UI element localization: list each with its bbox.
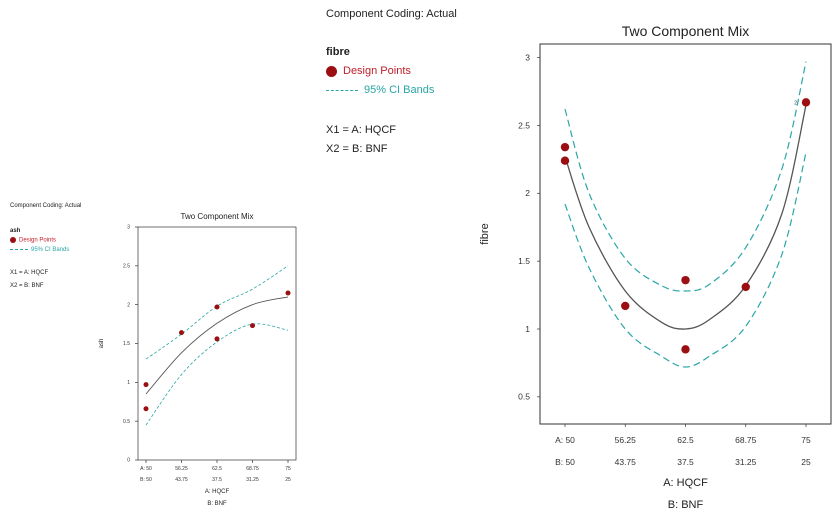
fibre-x-tick-label-b: B: 50: [555, 457, 575, 467]
ash-x-tick-label-b: 25: [285, 477, 291, 483]
fibre-design-point: [741, 282, 750, 292]
large-response-label: fibre: [326, 46, 350, 58]
fibre-chart-title: Two Component Mix: [622, 23, 750, 39]
fibre-y-tick-label: 3: [525, 52, 530, 62]
ash-design-point: [250, 323, 255, 329]
fibre-x-axis-label-2: B: BNF: [668, 499, 704, 511]
small-legend-ci-label: 95% CI Bands: [31, 247, 70, 253]
ash-ci-upper-band: [145, 265, 289, 360]
ash-x-tick-label-a: 62.5: [212, 466, 222, 472]
fibre-point-label: 2: [794, 100, 797, 106]
fibre-design-point: [681, 345, 690, 354]
fibre-design-point: [681, 275, 690, 285]
small-coding-label: Component Coding: Actual: [10, 203, 82, 209]
fibre-y-tick-label: 1.5: [518, 256, 530, 266]
ash-y-tick-label: 2: [127, 302, 130, 308]
large-x2-label: X2 = B: BNF: [326, 143, 388, 155]
large-legend-design-points: Design Points: [326, 65, 411, 77]
ash-y-tick-label: 3: [127, 225, 130, 231]
small-legend-design-points: Design Points: [10, 237, 56, 244]
small-legend-ci: 95% CI Bands: [10, 247, 69, 253]
fibre-ci-lower-band: [564, 152, 807, 368]
fibre-x-tick-label-a: 68.75: [735, 435, 757, 445]
large-x1-label: X1 = A: HQCF: [326, 124, 396, 136]
ash-x-tick-label-b: 31.25: [246, 477, 259, 483]
fibre-y-tick-label: 1: [525, 324, 530, 334]
ash-chart-title: Two Component Mix: [181, 212, 254, 221]
ash-design-point: [179, 330, 184, 336]
ash-x-tick-label-b: 37.5: [212, 477, 222, 483]
fibre-x-tick-label-b: 37.5: [677, 457, 694, 467]
large-legend-ci-label: 95% CI Bands: [364, 84, 435, 96]
ash-y-tick-label: 0: [127, 458, 130, 464]
large-legend-design-points-label: Design Points: [343, 65, 411, 77]
fibre-x-axis-label: A: HQCF: [663, 477, 708, 489]
fibre-fit-line: [564, 104, 807, 330]
ash-x-axis-label-2: B: BNF: [207, 501, 227, 507]
ash-design-point: [285, 290, 291, 296]
ash-x-axis-label: A: HQCF: [205, 489, 230, 495]
fibre-design-point: [801, 98, 811, 107]
design-point-icon: [326, 65, 337, 77]
fibre-y-tick-label: 2: [525, 188, 530, 198]
ash-plot-frame: [137, 226, 297, 461]
ash-x-tick-label-a: A: 50: [140, 466, 152, 472]
small-x1-label: X1 = A: HQCF: [10, 270, 49, 276]
fibre-y-tick-label: 2.5: [518, 120, 530, 130]
ash-y-tick-label: 1.5: [123, 341, 130, 347]
large-legend-ci: 95% CI Bands: [326, 84, 434, 96]
fibre-design-point: [621, 301, 630, 311]
small-x2-label: X2 = B: BNF: [10, 283, 44, 289]
ci-band-icon: [10, 248, 28, 250]
fibre-x-tick-label-b: 31.25: [735, 457, 757, 467]
ash-ci-lower-band: [145, 323, 289, 426]
fibre-x-tick-label-b: 25: [801, 457, 811, 467]
fibre-x-tick-label-a: 62.5: [677, 435, 694, 445]
small-response-label: ash: [10, 228, 21, 234]
ash-design-point: [214, 336, 220, 342]
small-legend-design-points-label: Design Points: [19, 237, 57, 244]
fibre-y-tick-label: 0.5: [518, 392, 530, 402]
ash-design-point: [214, 304, 220, 310]
ash-x-tick-label-b: 43.75: [175, 477, 188, 483]
design-point-icon: [10, 237, 16, 243]
large-coding-label: Component Coding: Actual: [326, 8, 457, 20]
fibre-x-tick-label-a: A: 50: [555, 435, 575, 445]
ash-design-point: [143, 406, 149, 412]
ash-y-axis-label: ash: [99, 339, 105, 349]
fibre-x-tick-label-a: 75: [801, 435, 811, 445]
ash-y-tick-label: 0.5: [123, 419, 130, 425]
ash-y-tick-label: 2.5: [123, 264, 130, 270]
ash-design-point: [143, 382, 149, 388]
fibre-x-tick-label-a: 56.25: [615, 435, 637, 445]
fibre-y-axis-label: fibre: [479, 223, 491, 244]
ci-band-icon: [326, 89, 358, 91]
ash-y-tick-label: 1: [127, 380, 130, 386]
ash-fit-line: [145, 296, 289, 395]
ash-x-tick-label-a: 75: [285, 466, 291, 472]
fibre-x-tick-label-b: 43.75: [615, 457, 637, 467]
ash-x-tick-label-a: 68.75: [246, 466, 259, 472]
ash-x-tick-label-b: B: 50: [140, 477, 152, 483]
fibre-ci-upper-band: [564, 61, 807, 292]
fibre-design-point: [560, 142, 570, 152]
fibre-design-point: [560, 156, 570, 165]
ash-x-tick-label-a: 56.25: [175, 466, 188, 472]
